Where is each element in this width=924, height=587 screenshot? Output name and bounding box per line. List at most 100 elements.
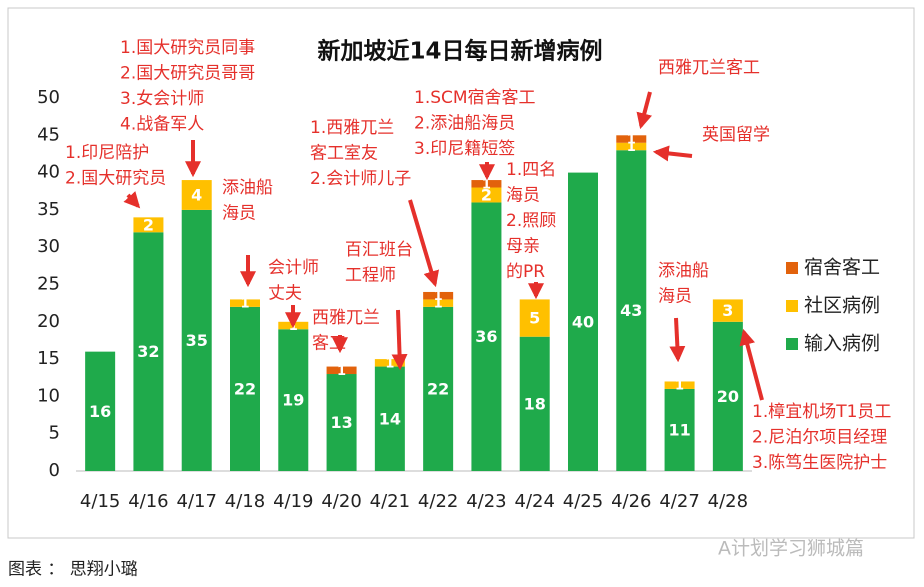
value-label: 11 [668,420,690,439]
value-label: 20 [717,387,739,406]
bar-segment [423,306,454,471]
y-tick-label: 50 [37,87,60,108]
value-label: 36 [475,327,497,346]
y-tick-label: 45 [37,124,60,145]
annotation: 的PR [506,262,545,282]
legend-swatch [786,262,798,274]
value-label: 22 [234,379,256,398]
annotation: 3.印尼籍短签 [414,139,515,159]
annotation: 1.印尼陪护 [65,143,149,163]
bar-segment [423,299,454,307]
annotation: 1.西雅兀兰 [310,118,394,138]
x-tick-label: 4/16 [128,491,168,512]
x-tick-label: 4/26 [611,491,651,512]
annotation: 4.战备军人 [120,115,204,135]
annotation-arrow [669,317,686,363]
legend-label: 宿舍客工 [804,257,880,279]
annotation: 海员 [658,287,692,307]
annotation-arrow [636,91,653,130]
annotation: 西雅兀兰 [312,308,380,328]
y-tick-label: 40 [37,162,60,183]
bar-segment [664,381,695,389]
annotation: 添油船 [658,261,709,281]
bar-segment [519,299,550,337]
annotation: 1.四名 [506,160,556,180]
watermark: A计划学习狮城篇 [718,538,864,560]
annotation-arrow [123,191,141,209]
value-label: 16 [89,402,111,421]
value-label: 43 [620,301,642,320]
y-tick-label: 20 [37,311,60,332]
value-label: 32 [137,342,159,361]
value-label: 13 [330,413,352,432]
value-label: 1 [434,289,443,304]
annotation: 海员 [222,204,256,224]
x-tick-label: 4/19 [273,491,313,512]
bar-segment [181,180,212,210]
annotation: 百汇班台 [345,240,413,260]
annotation-arrow [408,199,440,288]
bar-segment [374,366,405,471]
bar-segment [471,187,502,203]
y-tick-label: 5 [49,423,60,444]
annotation: 会计师 [268,258,319,278]
bar-segment [519,336,550,471]
legend-swatch [786,338,798,350]
x-tick-label: 4/23 [466,491,506,512]
annotation: 1.国大研究员同事 [120,38,255,58]
annotation: 2.添油船海员 [414,114,515,134]
bar-segment [85,351,116,471]
value-label: 1 [675,379,684,394]
annotation-arrow [739,328,764,401]
y-tick-label: 15 [37,348,60,369]
bar-segment [568,172,598,471]
bar-segment [471,180,502,188]
value-label: 5 [529,309,540,328]
x-tick-label: 4/28 [708,491,748,512]
bar-segment [423,291,454,300]
value-label: 1 [627,133,636,148]
bar-segment [326,366,357,375]
value-label: 40 [572,312,594,331]
bar-segment [230,306,260,471]
value-label: 22 [427,379,449,398]
bar-segment [616,135,647,143]
bar-segment [471,202,502,471]
y-tick-label: 25 [37,274,60,295]
footer: 图表 ： 思翔小璐 [8,560,138,580]
chart-title: 新加坡近14日每日新增病例 [317,38,602,65]
annotation-arrow [652,145,693,162]
annotation: 西雅兀兰客工 [658,58,760,78]
bar-segment [326,374,357,471]
legend-label: 社区病例 [804,295,880,317]
bar-segment [133,217,164,233]
value-label: 1 [385,356,394,371]
bar-segment [374,359,405,367]
x-tick-label: 4/15 [80,491,120,512]
x-tick-label: 4/27 [659,491,699,512]
annotation: 2.会计师儿子 [310,169,411,189]
annotation: 添油船 [222,178,273,198]
annotation: 1.樟宜机场T1员工 [752,402,891,422]
x-tick-label: 4/22 [418,491,458,512]
bar-segment [712,321,743,471]
annotation: 2.尼泊尔项目经理 [752,428,887,448]
value-label: 1 [482,177,491,192]
annotation: 1.SCM宿舍客工 [414,88,536,108]
annotation-arrow [391,309,408,371]
annotation: 3.女会计师 [120,89,204,109]
annotation: 2.国大研究员 [65,169,166,189]
value-label: 1 [337,364,346,379]
annotation: 母亲 [506,237,540,257]
y-tick-label: 35 [37,199,60,220]
annotation: 英国留学 [702,125,770,145]
bar-segment [181,209,212,471]
y-tick-label: 0 [49,460,60,481]
value-label: 4 [191,185,202,204]
value-label: 1 [240,297,249,312]
annotation: 2.照顾 [506,211,556,231]
annotation: 2.国大研究员哥哥 [120,64,255,84]
bar-segment [616,150,647,471]
bar-segment [616,142,647,151]
